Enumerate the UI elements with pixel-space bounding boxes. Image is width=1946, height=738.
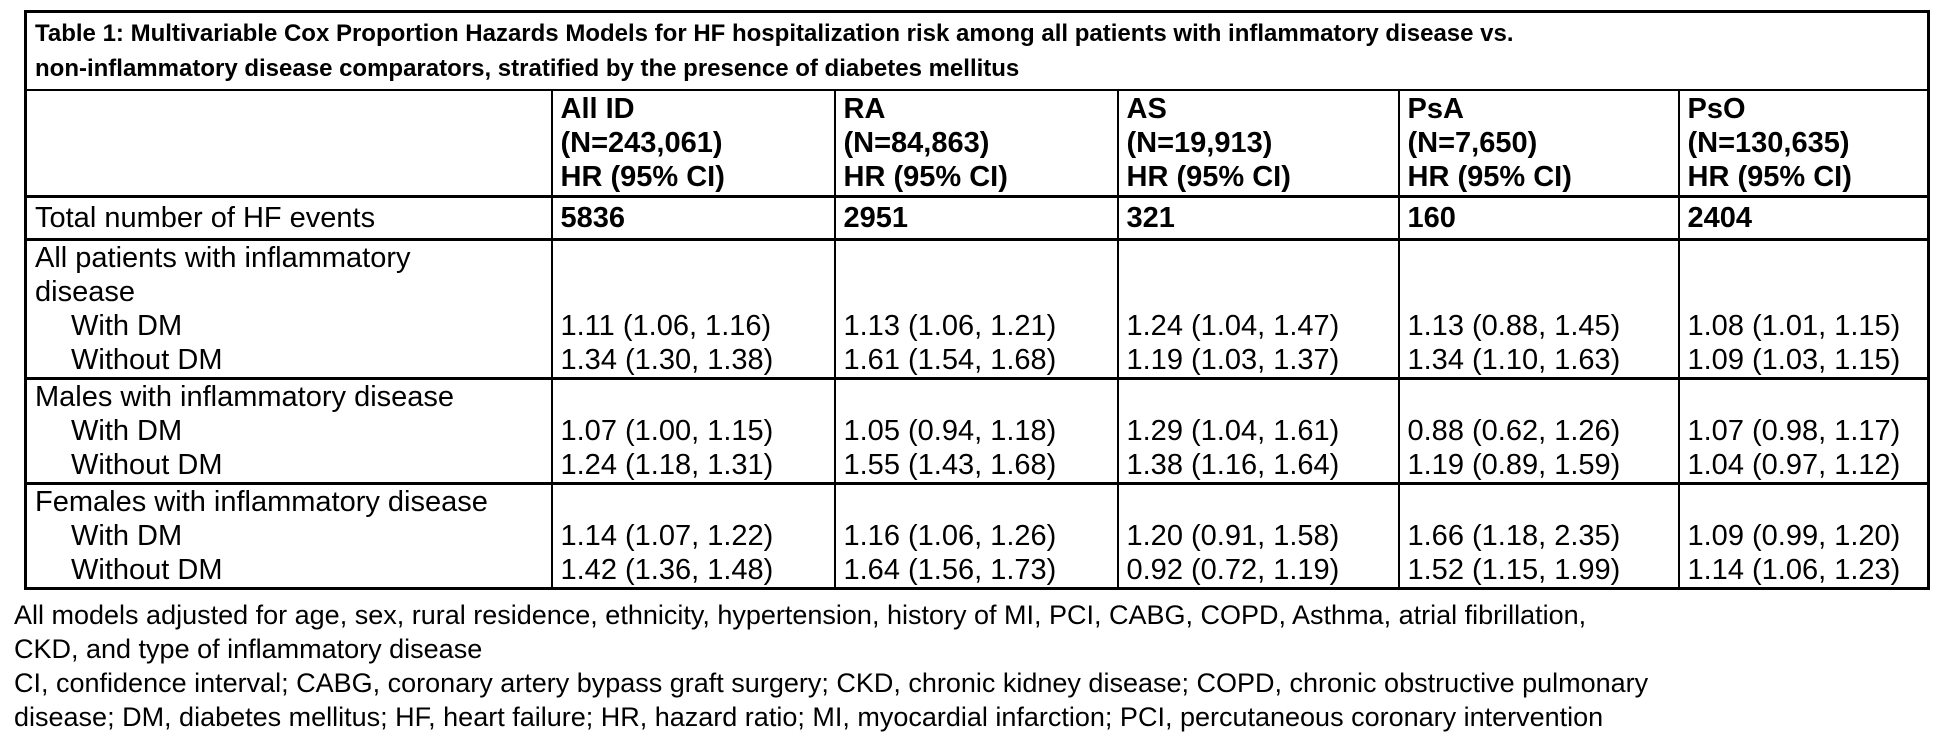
row-label-with-dm: With DM (71, 520, 183, 552)
total-hf-events-value-as: 321 (1116, 196, 1399, 241)
row-label-with-dm: With DM (71, 415, 183, 447)
section-label-males: Males with inflammatory disease (35, 381, 455, 413)
hr-value: 1.19 (1.03, 1.37) (1116, 343, 1399, 380)
hr-value: 1.38 (1.16, 1.64) (1116, 448, 1399, 485)
column-header-psa: PsA (N=7,650) HR (95% CI) (1397, 90, 1679, 198)
column-header-all-id: All ID (N=243,061) HR (95% CI) (550, 90, 835, 198)
hr-value: 1.64 (1.56, 1.73) (833, 553, 1118, 589)
row-label-without-dm: Without DM (25, 343, 552, 380)
row-label-without-dm: Without DM (71, 554, 223, 586)
hr-value: 1.34 (1.10, 1.63) (1397, 343, 1679, 380)
hr-value: 1.29 (1.04, 1.61) (1116, 414, 1399, 448)
hr-value: 1.04 (0.97, 1.12) (1677, 448, 1929, 485)
hr-value: 1.13 (0.88, 1.45) (1397, 309, 1679, 343)
hr-value: 1.16 (1.06, 1.26) (833, 519, 1118, 553)
hr-value: 1.24 (1.04, 1.47) (1116, 309, 1399, 343)
row-label-without-dm: Without DM (25, 448, 552, 485)
empty-cell (1677, 378, 1929, 414)
hr-value: 1.24 (1.18, 1.31) (550, 448, 835, 485)
empty-cell (833, 378, 1118, 414)
hr-value: 1.07 (0.98, 1.17) (1677, 414, 1929, 448)
column-header-as: AS (N=19,913) HR (95% CI) (1116, 90, 1399, 198)
total-hf-events-value-psa: 160 (1397, 196, 1679, 241)
hr-value: 1.61 (1.54, 1.68) (833, 343, 1118, 380)
section-label-females: Females with inflammatory disease (35, 486, 488, 518)
hr-value: 1.20 (0.91, 1.58) (1116, 519, 1399, 553)
total-hf-events-label: Total number of HF events (25, 196, 552, 241)
hr-value: 1.19 (0.89, 1.59) (1397, 448, 1679, 485)
empty-cell (1397, 483, 1679, 519)
hr-value: 1.05 (0.94, 1.18) (833, 414, 1118, 448)
footnotes: All models adjusted for age, sex, rural … (14, 598, 1938, 734)
cox-hazards-table: Table 1: Multivariable Cox Proportion Ha… (24, 10, 1931, 590)
empty-cell (1677, 483, 1929, 519)
hr-value: 1.08 (1.01, 1.15) (1677, 309, 1929, 343)
hr-value: 1.07 (1.00, 1.15) (550, 414, 835, 448)
empty-cell (550, 483, 835, 519)
empty-cell (833, 483, 1118, 519)
empty-cell (1677, 239, 1929, 309)
hr-value: 1.42 (1.36, 1.48) (550, 553, 835, 589)
column-header-ra: RA (N=84,863) HR (95% CI) (833, 90, 1118, 198)
footnote-adjustments: All models adjusted for age, sex, rural … (14, 600, 1587, 664)
total-hf-events-value-pso: 2404 (1677, 196, 1929, 241)
empty-cell (1116, 378, 1399, 414)
total-hf-events-value-ra: 2951 (833, 196, 1118, 241)
hr-value: 1.52 (1.15, 1.99) (1397, 553, 1679, 589)
hr-value: 1.09 (1.03, 1.15) (1677, 343, 1929, 380)
hr-value: 1.13 (1.06, 1.21) (833, 309, 1118, 343)
hr-value: 1.14 (1.07, 1.22) (550, 519, 835, 553)
footnote-abbreviations: CI, confidence interval; CABG, coronary … (14, 668, 1649, 732)
hr-value: 1.66 (1.18, 2.35) (1397, 519, 1679, 553)
hr-value: 1.11 (1.06, 1.16) (550, 309, 835, 343)
hr-value: 1.14 (1.06, 1.23) (1677, 553, 1929, 589)
empty-cell (833, 239, 1118, 309)
empty-cell (1397, 378, 1679, 414)
hr-value: 1.09 (0.99, 1.20) (1677, 519, 1929, 553)
section-label-all-patients: All patients with inflammatory disease (35, 242, 411, 308)
row-label-with-dm: With DM (71, 310, 183, 342)
column-header-pso: PsO (N=130,635) HR (95% CI) (1677, 90, 1929, 198)
empty-cell (1397, 239, 1679, 309)
empty-cell (1116, 239, 1399, 309)
hr-value: 1.55 (1.43, 1.68) (833, 448, 1118, 485)
total-hf-events-value-all-id: 5836 (550, 196, 835, 241)
empty-cell (550, 239, 835, 309)
hr-value: 1.34 (1.30, 1.38) (550, 343, 835, 380)
table-title: Table 1: Multivariable Cox Proportion Ha… (25, 11, 1929, 91)
hr-value: 0.88 (0.62, 1.26) (1397, 414, 1679, 448)
empty-cell (550, 378, 835, 414)
empty-cell (1116, 483, 1399, 519)
hr-value: 0.92 (0.72, 1.19) (1116, 553, 1399, 589)
column-header-empty (25, 90, 552, 198)
